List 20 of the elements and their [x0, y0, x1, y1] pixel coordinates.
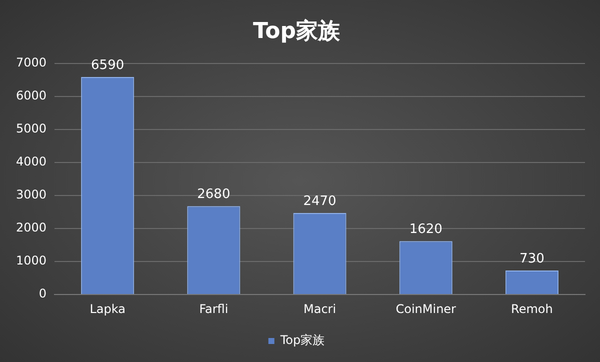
y-tick-label: 0: [38, 286, 47, 301]
legend-label: Top家族: [279, 333, 325, 348]
x-tick-label: Remoh: [511, 302, 553, 316]
y-tick-label: 2000: [16, 220, 47, 235]
data-label: 2470: [303, 194, 336, 209]
y-tick-label: 3000: [16, 188, 47, 202]
x-tick-label: Farfli: [199, 302, 228, 316]
x-tick-label: Lapka: [90, 302, 126, 316]
data-label: 6590: [91, 58, 124, 73]
y-tick-label: 4000: [16, 154, 47, 169]
y-tick-label: 7000: [16, 56, 47, 70]
data-label: 2680: [197, 186, 230, 202]
x-tick-label: CoinMiner: [396, 302, 456, 316]
y-tick-label: 5000: [16, 122, 47, 136]
data-label: 730: [520, 251, 544, 266]
y-tick-label: 1000: [16, 254, 47, 268]
chart-title: Top家族: [253, 18, 341, 44]
x-tick-label: Macri: [303, 302, 336, 316]
y-tick-label: 6000: [16, 88, 47, 103]
data-label: 1620: [409, 222, 442, 237]
